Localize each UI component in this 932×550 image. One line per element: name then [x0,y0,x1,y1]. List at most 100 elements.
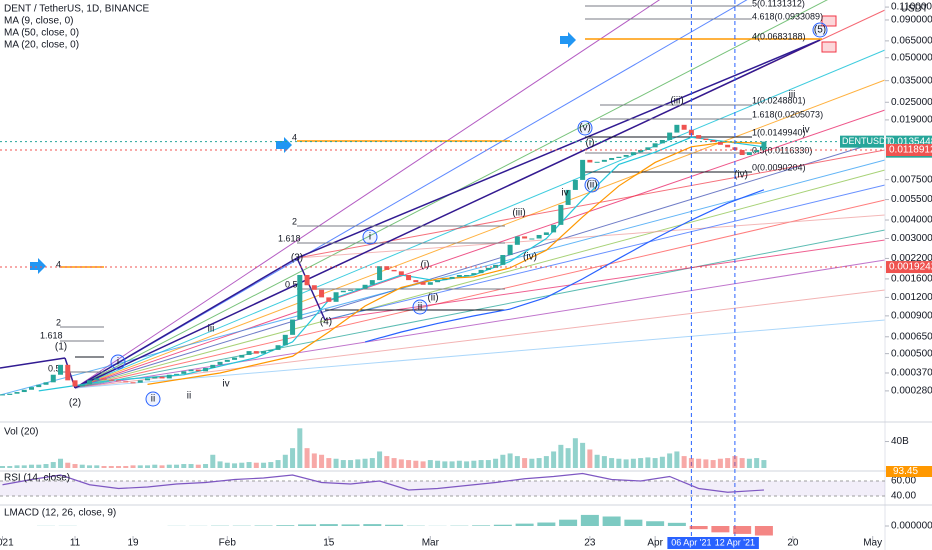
candle [674,124,680,133]
candle [377,266,383,281]
volume-bar [311,453,317,468]
panel-label: Vol (20) [4,427,38,438]
volume-bar [253,462,259,468]
price-tag-label: 0.0019242 [889,262,932,273]
wave-label: (i) [586,138,595,149]
volume-bar [159,465,165,468]
volume-bar [7,466,13,468]
volume-bar [261,462,267,468]
volume-bar [297,428,303,468]
candle [601,159,607,162]
candle [50,374,56,383]
arrow-icon [30,258,46,274]
ma-legend: MA (9, close, 0) [4,16,73,27]
fan-line [74,79,886,389]
macd-bar [646,521,665,526]
volume-bar [87,465,93,468]
candle [123,381,129,383]
macd-bar [276,525,295,526]
wave-label: iv [561,188,568,199]
candle [427,282,433,285]
wave-marker [110,354,126,370]
volume-bar [565,448,571,468]
candle [522,236,528,239]
candle [166,374,172,379]
volume-bar [348,460,354,468]
fib-label: 0.5 [285,279,298,289]
macd-bar [754,526,773,536]
volume-bar [369,458,375,468]
target-box [821,41,837,53]
volume-bar [391,458,397,468]
volume-bar [268,462,274,468]
volume-bar [152,464,158,468]
volume-bar [79,464,85,468]
y-tick-label: 40.00 [891,491,916,502]
macd-bar [341,524,360,526]
candle [362,284,368,289]
volume-bar [449,461,455,468]
volume-bar [413,460,419,468]
x-tick-label: Mar [422,538,440,549]
candle [210,364,216,368]
candle [36,384,42,388]
wave-label: ii [418,302,422,313]
wave-label: (iii) [670,96,683,107]
volume-bar [616,458,622,468]
macd-bar [385,524,404,526]
chart-title: DENT / TetherUS, 1D, BINANCE [4,4,150,15]
volume-bar [43,464,49,468]
volume-bar [224,462,230,468]
fib-label: 5(0.1131312) [752,0,805,8]
candle [319,289,325,298]
candle [464,275,470,277]
candle [72,380,78,387]
volume-bar [65,462,71,468]
currency: USDT [901,4,928,15]
volume-bar [493,458,499,468]
volume-bar [58,458,64,468]
rsi-tag-label: 93.45 [893,466,918,477]
volume-bar [166,464,172,468]
wave-label: i [117,357,119,368]
candle [79,384,85,387]
fib-label: 2 [56,317,61,327]
volume-bar [485,460,491,468]
candle [261,351,267,354]
candle [478,269,484,274]
price-tag-label: 0.0135448 [889,136,932,147]
volume-bar [551,451,557,468]
moving-average [364,189,765,343]
candle [333,292,339,302]
volume-bar [137,465,143,468]
fan-line [74,109,886,389]
volume-bar [174,464,180,468]
candle [543,232,549,235]
candle [340,290,346,293]
candle [297,275,303,320]
volume-bar [377,451,383,468]
volume-bar [282,454,288,468]
volume-bar [703,459,709,468]
candle [435,280,441,283]
fan-line [74,319,886,389]
candle [174,373,180,375]
candle [101,378,107,380]
candle [485,267,491,270]
volume-bar [464,461,470,468]
candle [369,280,375,285]
volume-bar [195,464,201,468]
fan-line [74,229,886,389]
candle [311,285,317,290]
wave-label: (5) [814,25,826,36]
wave-label: (iv) [734,170,748,181]
trend-line [296,39,821,259]
wave-label: (iii) [512,208,525,219]
wave-label: (ii) [586,180,597,191]
volume-bar [181,464,187,468]
x-tick-label: 20 [787,538,799,549]
